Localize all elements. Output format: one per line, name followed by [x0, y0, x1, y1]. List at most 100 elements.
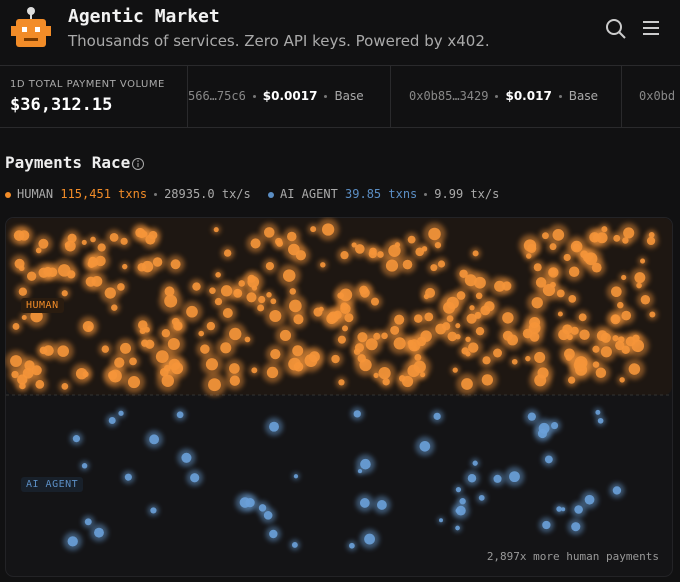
payment-dot	[547, 279, 559, 291]
payment-dot	[562, 351, 575, 364]
payment-dot	[410, 310, 426, 327]
payment-dot	[476, 492, 487, 504]
payment-dot	[156, 369, 179, 392]
menu-button[interactable]	[642, 20, 660, 36]
payment-dot	[145, 227, 161, 243]
payment-dot	[378, 329, 391, 342]
agent-rate: 9.99 tx/s	[434, 187, 500, 201]
payment-dot	[470, 458, 480, 468]
ticker-item[interactable]: 566…75c6 $0.0017 Base	[188, 66, 391, 128]
payment-dot	[421, 283, 440, 302]
payment-dot	[609, 482, 625, 498]
payment-dot	[248, 364, 260, 376]
ticker-item[interactable]: 0x0b85…3429 $0.017 Base	[391, 66, 622, 128]
payment-dot	[637, 256, 648, 266]
payment-dot	[379, 375, 393, 389]
payment-dot	[618, 272, 629, 283]
payment-dot	[565, 291, 580, 306]
payment-dot	[592, 325, 612, 346]
payment-dot	[181, 301, 203, 323]
human-txns: 115,451 txns	[60, 187, 148, 201]
payment-dot	[98, 342, 113, 356]
payment-dot	[262, 362, 283, 383]
payment-dot	[108, 301, 121, 314]
payment-dot	[206, 284, 219, 297]
payment-dot	[277, 264, 301, 287]
payment-dot	[31, 376, 48, 393]
payment-dot	[386, 322, 403, 339]
payment-dot	[171, 318, 186, 333]
payment-dot	[289, 539, 301, 551]
payment-dot	[590, 358, 602, 371]
address: 0x0bd	[639, 89, 676, 103]
payment-dot	[264, 305, 287, 327]
payment-dot	[476, 301, 495, 320]
payment-dot	[224, 322, 247, 346]
payment-dot	[373, 496, 391, 514]
payment-dot	[610, 232, 624, 245]
payment-dot	[78, 316, 99, 337]
chain: Base	[568, 89, 599, 103]
payment-dot	[196, 328, 207, 339]
payment-dot	[479, 352, 494, 368]
ticker-item[interactable]: 0x0bd	[622, 66, 680, 128]
payment-dot	[188, 279, 205, 295]
payment-dot	[337, 247, 352, 263]
address: 0x0b85…3429	[409, 89, 489, 103]
payment-dot	[351, 240, 369, 258]
payment-dot	[242, 334, 253, 345]
race-footer: 2,897x more human payments	[486, 550, 659, 563]
payment-dot	[147, 504, 160, 517]
payment-dot	[477, 369, 498, 391]
payment-dot	[472, 323, 488, 339]
payment-dot	[534, 418, 554, 439]
payment-dot	[354, 353, 377, 377]
payment-dot	[611, 336, 629, 354]
payment-dot	[392, 240, 403, 250]
payment-dot	[9, 320, 23, 333]
payment-dot	[559, 505, 567, 513]
payment-dot	[235, 492, 255, 513]
payment-dot	[453, 523, 462, 533]
payment-dot	[427, 261, 441, 274]
payment-dot	[553, 324, 574, 345]
payment-dot	[225, 371, 245, 390]
payment-dot	[266, 344, 285, 364]
chain: Base	[334, 89, 364, 103]
payment-dot	[462, 309, 481, 328]
payment-dot	[346, 540, 358, 551]
payment-dot	[79, 237, 89, 247]
payment-dot	[158, 325, 174, 341]
payment-dot	[646, 229, 657, 241]
payment-dot	[116, 408, 126, 419]
payment-dot	[19, 312, 29, 322]
agent-lane-label: AI AGENT	[21, 477, 84, 492]
payment-dot	[606, 310, 625, 329]
payment-dot	[52, 340, 74, 362]
info-icon[interactable]	[131, 157, 145, 171]
payment-dot	[34, 234, 53, 253]
payment-dot	[525, 328, 544, 346]
payment-dot	[530, 260, 545, 275]
payment-dot	[62, 240, 73, 250]
human-rate: 28935.0 tx/s	[164, 187, 251, 201]
payment-dot	[453, 321, 463, 331]
payment-dot	[84, 256, 99, 272]
payment-dot	[523, 251, 534, 262]
payment-dot	[14, 226, 34, 245]
payment-dot	[255, 293, 269, 307]
payment-dot	[509, 356, 520, 367]
payment-dot	[81, 515, 95, 529]
legend: HUMAN 115,451 txns 28935.0 tx/s AI AGENT …	[5, 187, 499, 201]
payment-dot	[636, 291, 654, 309]
search-button[interactable]	[605, 18, 627, 40]
payment-dot	[307, 223, 319, 235]
payment-dot	[350, 407, 364, 421]
payment-dot	[356, 494, 374, 512]
payment-dot	[121, 470, 135, 484]
payment-dot	[587, 258, 606, 277]
payment-dot	[126, 354, 140, 369]
payment-dot	[283, 239, 305, 261]
payment-dot	[497, 307, 519, 329]
